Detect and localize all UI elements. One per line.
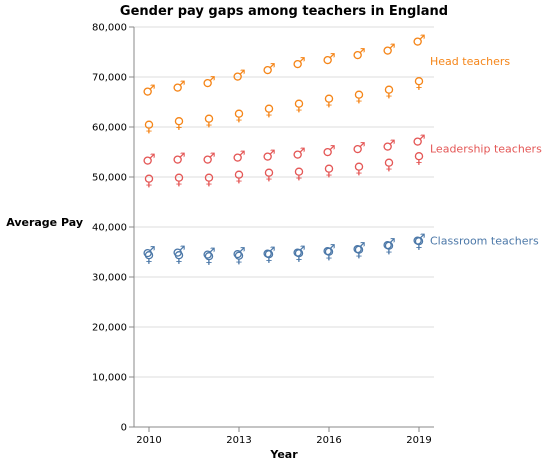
male-point: ♂ [172,150,185,168]
y-tick-label: 80,000 [92,23,127,34]
female-point: ♀ [294,97,305,115]
male-point: ♂ [382,41,395,59]
male-point: ♂ [202,73,215,91]
female-point: ♀ [414,234,425,252]
marks-layer: ♀♂♀♂♀♂♀♂♀♂♀♂♀♂♀♂♀♂♀♂♀♂♀♂♀♂♀♂♀♂♀♂♀♂♀♂♀♂♀♂… [142,32,425,268]
series-label: Classroom teachers [430,234,539,247]
male-point: ♂ [322,241,335,259]
chart-title: Gender pay gaps among teachers in Englan… [120,4,448,19]
female-point: ♀ [144,118,155,136]
x-tick-label: 2013 [226,435,251,446]
female-point: ♀ [204,171,215,189]
male-point: ♂ [412,231,425,249]
male-point: ♂ [322,50,335,68]
y-tick-label: 0 [121,423,127,434]
female-point: ♀ [174,248,185,266]
male-point: ♂ [142,243,155,261]
male-point: ♂ [262,147,275,165]
female-point: ♀ [204,249,215,267]
female-point: ♀ [234,168,245,186]
grid-layer [134,26,434,428]
male-point: ♂ [292,54,305,72]
female-point: ♀ [354,243,365,261]
series-label: Leadership teachers [430,142,542,155]
x-tick-label: 2010 [136,435,161,446]
male-point: ♂ [352,239,365,257]
y-tick-label: 50,000 [92,173,127,184]
male-point: ♂ [232,244,245,262]
y-tick-label: 20,000 [92,323,127,334]
female-point: ♀ [174,114,185,132]
female-point: ♀ [384,83,395,101]
male-point: ♂ [352,139,365,157]
y-tick-label: 70,000 [92,73,127,84]
male-point: ♂ [142,82,155,100]
y-tick-label: 60,000 [92,123,127,134]
female-point: ♀ [294,165,305,183]
male-point: ♂ [142,151,155,169]
x-axis-title: Year [269,448,298,461]
male-point: ♂ [412,132,425,150]
female-point: ♀ [354,88,365,106]
female-point: ♀ [264,247,275,265]
x-tick-label: 2016 [316,435,341,446]
male-point: ♂ [172,78,185,96]
x-tick-label: 2019 [406,435,431,446]
female-point: ♀ [354,160,365,178]
female-point: ♀ [264,166,275,184]
female-point: ♀ [414,74,425,92]
y-tick-label: 30,000 [92,273,127,284]
male-point: ♂ [292,243,305,261]
male-point: ♂ [412,32,425,50]
y-tick-label: 40,000 [92,223,127,234]
female-point: ♀ [294,246,305,264]
series-label: Head teachers [430,55,510,68]
male-point: ♂ [232,148,245,166]
male-point: ♂ [262,244,275,262]
female-point: ♀ [414,149,425,167]
male-point: ♂ [172,243,185,261]
male-point: ♂ [202,150,215,168]
male-point: ♂ [352,45,365,63]
female-point: ♀ [264,102,275,120]
female-point: ♀ [384,156,395,174]
male-point: ♂ [292,145,305,163]
female-point: ♀ [204,112,215,130]
female-point: ♀ [234,249,245,267]
female-point: ♀ [144,172,155,190]
female-point: ♀ [324,162,335,180]
male-point: ♂ [232,67,245,85]
male-point: ♂ [202,245,215,263]
axes-layer: 0 10,000 20,000 30,000 40,000 50,000 60,000 70,… [92,23,434,446]
female-point: ♀ [174,171,185,189]
female-point: ♀ [234,107,245,125]
y-axis-title: Average Pay [6,216,83,229]
male-point: ♂ [382,137,395,155]
male-point: ♂ [382,235,395,253]
female-point: ♀ [324,92,335,110]
series-labels: Head teachers Leadership teachers Classroo… [430,55,542,248]
y-tick-label: 10,000 [92,373,127,384]
female-point: ♀ [144,248,155,266]
female-point: ♀ [324,245,335,263]
female-point: ♀ [384,239,395,257]
male-point: ♂ [262,60,275,78]
male-point: ♂ [322,142,335,160]
